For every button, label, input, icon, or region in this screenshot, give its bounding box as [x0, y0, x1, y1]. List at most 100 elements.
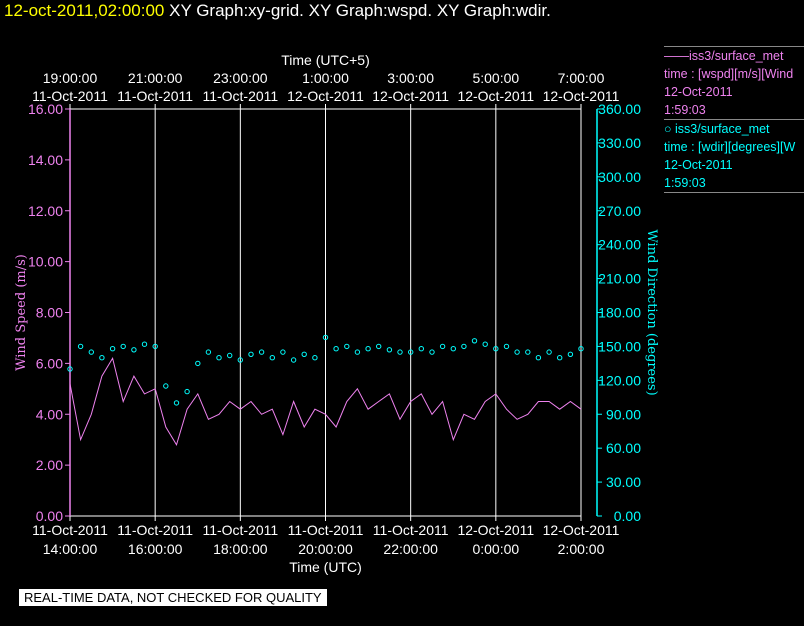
wdir-series-point: [333, 346, 339, 352]
right-tick-label: 330.00: [598, 135, 641, 151]
wdir-series-point: [312, 355, 318, 361]
wdir-series-point: [482, 341, 488, 347]
right-tick-label: 90.00: [606, 406, 641, 422]
bottom-tick-date: 12-Oct-2011: [543, 522, 620, 538]
left-axis-title: Wind Speed (m/s): [14, 254, 29, 371]
wdir-series-point: [525, 349, 531, 355]
legend-wspd: ——iss3/surface_met time : [wspd][m/s][Wi…: [664, 46, 804, 120]
wdir-series-point: [269, 355, 275, 361]
bottom-tick-time: 16:00:00: [128, 541, 183, 557]
bottom-tick-time: 22:00:00: [383, 541, 438, 557]
wdir-series-point: [535, 355, 542, 361]
wdir-series-point: [173, 400, 180, 406]
wdir-series-point: [141, 341, 148, 347]
top-tick-date: 11-Oct-2011: [202, 88, 278, 104]
wdir-series-point: [418, 346, 424, 352]
wdir-series-point: [567, 351, 574, 357]
wdir-series-point: [503, 343, 510, 350]
graph-header: 12-oct-2011,02:00:00 XY Graph:xy-grid. X…: [4, 1, 551, 21]
right-tick-label: 30.00: [606, 474, 641, 490]
wdir-series-point: [184, 388, 190, 395]
top-tick-time: 1:00:00: [302, 70, 349, 86]
right-tick-label: 270.00: [598, 203, 641, 219]
wdir-series-point: [216, 355, 222, 361]
left-tick-label: 0.00: [36, 508, 63, 524]
left-tick-label: 4.00: [36, 406, 63, 422]
bottom-tick-time: 0:00:00: [472, 541, 519, 557]
wdir-series-point: [205, 349, 212, 355]
bottom-axis-title: Time (UTC): [289, 559, 362, 575]
wdir-series-point: [290, 357, 297, 363]
top-axis-title: Time (UTC+5): [281, 52, 370, 68]
wdir-series-point: [429, 349, 435, 355]
wdir-series-point: [131, 347, 137, 353]
wdir-series-point: [67, 366, 73, 372]
right-tick-label: 120.00: [598, 372, 641, 388]
top-tick-date: 11-Oct-2011: [32, 88, 108, 104]
right-axis-title: Wind Direction (degrees): [644, 229, 659, 395]
wdir-series-point: [163, 383, 169, 389]
right-tick-label: 240.00: [598, 237, 641, 253]
wdir-series-point: [248, 351, 254, 357]
wdir-series-point: [578, 346, 584, 352]
right-tick-label: 180.00: [598, 305, 641, 321]
top-tick-time: 7:00:00: [558, 70, 605, 86]
wdir-series-point: [344, 343, 350, 350]
legend-wdir: ○ iss3/surface_met time : [wdir][degrees…: [664, 120, 804, 193]
wdir-series-point: [386, 347, 393, 353]
bottom-tick-time: 18:00:00: [213, 541, 268, 557]
wdir-series-point: [301, 351, 307, 357]
wdir-series-point: [461, 343, 467, 350]
right-tick-label: 60.00: [606, 440, 641, 456]
right-tick-label: 300.00: [598, 169, 641, 185]
wdir-series-point: [322, 334, 329, 341]
right-tick-label: 210.00: [598, 271, 641, 287]
wdir-series-point: [514, 349, 520, 355]
header-graph-list: XY Graph:xy-grid. XY Graph:wspd. XY Grap…: [169, 1, 551, 20]
wdir-series-point: [120, 343, 126, 350]
top-tick-date: 12-Oct-2011: [543, 88, 620, 104]
top-tick-time: 3:00:00: [387, 70, 434, 86]
wdir-series-point: [376, 343, 382, 350]
left-tick-label: 14.00: [28, 152, 63, 168]
legend-wdir-date: 12-Oct-2011: [664, 158, 733, 172]
bottom-tick-date: 11-Oct-2011: [288, 522, 364, 538]
top-tick-time: 23:00:00: [213, 70, 268, 86]
bottom-tick-date: 11-Oct-2011: [32, 522, 108, 538]
left-tick-label: 8.00: [36, 305, 63, 321]
bottom-tick-time: 14:00:00: [43, 541, 98, 557]
wdir-series-point: [365, 346, 371, 352]
left-tick-label: 16.00: [28, 101, 63, 117]
wdir-series-point: [195, 360, 201, 367]
legend-wspd-variable: time : [wspd][m/s][Wind: [664, 67, 794, 81]
top-tick-time: 5:00:00: [472, 70, 519, 86]
left-tick-label: 2.00: [36, 457, 63, 473]
top-tick-time: 21:00:00: [128, 70, 183, 86]
wdir-series-point: [258, 349, 265, 355]
bottom-tick-date: 12-Oct-2011: [457, 522, 534, 538]
top-tick-date: 11-Oct-2011: [117, 88, 193, 104]
wdir-series-point: [109, 346, 116, 352]
wdir-series-point: [237, 357, 244, 363]
legend-wdir-source: ○ iss3/surface_met: [664, 122, 770, 136]
wdir-series-point: [99, 355, 105, 361]
wspd-series-line: [69, 357, 582, 447]
wdir-series-point: [354, 349, 361, 355]
legend-wdir-variable: time : [wdir][degrees][W: [664, 140, 796, 154]
bottom-tick-date: 11-Oct-2011: [117, 522, 193, 538]
bottom-tick-date: 11-Oct-2011: [373, 522, 449, 538]
wdir-series-point: [227, 352, 233, 359]
bottom-tick-time: 20:00:00: [298, 541, 353, 557]
wdir-series-point: [77, 343, 84, 350]
top-tick-date: 12-Oct-2011: [457, 88, 534, 104]
right-tick-label: 150.00: [598, 338, 641, 354]
wdir-series-point: [439, 343, 446, 350]
legend-wdir-time: 1:59:03: [664, 176, 706, 190]
top-tick-date: 12-Oct-2011: [287, 88, 364, 104]
left-tick-label: 6.00: [36, 355, 63, 371]
header-timestamp: 12-oct-2011,02:00:00: [4, 1, 165, 20]
wdir-series-point: [408, 349, 414, 355]
wdir-series-point: [88, 349, 95, 355]
legend-wspd-source: ——iss3/surface_met: [664, 49, 784, 63]
